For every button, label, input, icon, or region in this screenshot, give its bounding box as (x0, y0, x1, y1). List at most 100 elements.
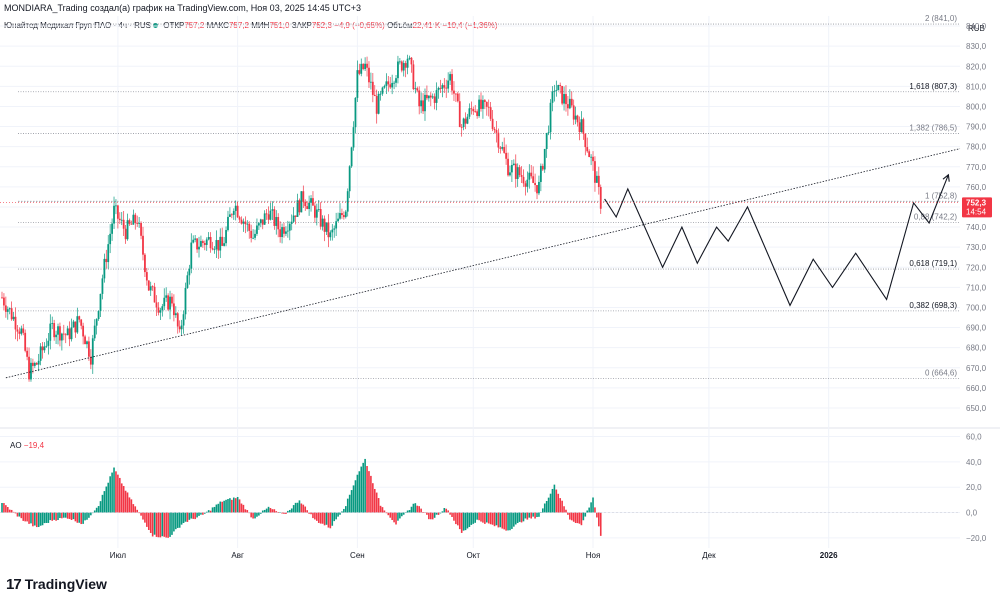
ao-bar (39, 512, 42, 526)
ao-bar (204, 512, 206, 514)
ao-bar (229, 498, 231, 513)
candle-body (182, 314, 185, 326)
tradingview-logo[interactable]: 17 TradingView (6, 576, 107, 593)
ao-bar (171, 512, 173, 535)
candle-body (165, 295, 168, 298)
candle-body (74, 321, 77, 333)
fib-level-label: 0,382 (698,3) (909, 301, 957, 310)
ao-bar (528, 512, 531, 518)
ao-bar (399, 512, 401, 519)
candle-body (22, 328, 25, 333)
candle-body (346, 191, 349, 212)
candle-body (414, 88, 417, 90)
ao-bar (163, 512, 166, 537)
ao-bar (275, 511, 278, 513)
ao-bar (372, 483, 374, 513)
candle-body (335, 221, 338, 229)
ao-bar (302, 504, 305, 513)
price-tick-label: 710,0 (966, 283, 987, 292)
price-tick-label: 740,0 (966, 223, 987, 232)
candle-body (163, 297, 166, 307)
ao-bar (447, 510, 449, 513)
candle-body (294, 215, 297, 217)
candle-body (136, 223, 139, 224)
ao-bar (497, 512, 500, 528)
candle-body (538, 181, 540, 194)
symbol-name[interactable]: Юнайтед Медикал Груп ПАО · 4ч · RUS (4, 21, 151, 30)
ao-name[interactable]: AO (10, 441, 22, 450)
ao-bar (194, 512, 196, 520)
ao-bar (217, 503, 220, 513)
ao-bar (360, 466, 363, 513)
candle-body (35, 362, 38, 365)
candle-body (485, 101, 488, 107)
candle-body (62, 333, 65, 335)
ao-bar (20, 512, 23, 519)
ao-bar (157, 512, 160, 538)
ao-bar (410, 506, 413, 513)
candle-body (306, 206, 309, 209)
fib-level-label: 0 (664,6) (925, 369, 957, 378)
ao-bar (511, 512, 513, 529)
ao-bar (32, 512, 34, 527)
candle-body (568, 98, 571, 109)
candle-body (468, 108, 471, 117)
ao-bar (290, 508, 293, 513)
ao-bar (314, 512, 316, 520)
time-tick-label: 2026 (820, 551, 838, 560)
currency-label[interactable]: RUB (968, 24, 985, 33)
time-tick-label: Окт (467, 551, 481, 560)
candle-body (20, 328, 23, 334)
candle-body (348, 166, 351, 192)
ao-bar (484, 512, 486, 524)
ao-bar (551, 488, 554, 513)
candle-body (240, 219, 243, 224)
candle-body (333, 228, 336, 230)
candle-body (238, 217, 241, 220)
candle-body (116, 205, 119, 219)
candle-body (364, 63, 367, 70)
candle-body (331, 229, 334, 233)
ao-bar (269, 508, 272, 513)
ao-bar (70, 512, 73, 520)
ao-bar (339, 512, 341, 515)
candle-body (402, 63, 405, 71)
ao-bar (356, 474, 359, 513)
ao-tick-label: 20,0 (966, 483, 982, 492)
ao-bar (582, 512, 585, 521)
candle-body (70, 327, 73, 340)
ao-bar (288, 509, 291, 513)
price-tick-label: 680,0 (966, 344, 987, 353)
candle-body (18, 331, 21, 334)
candle-body (371, 81, 374, 95)
time-tick-label: Июл (110, 551, 127, 560)
candle-body (427, 95, 430, 99)
ao-bar (464, 512, 467, 531)
candle-body (418, 90, 421, 107)
ao-bar (534, 512, 536, 519)
candle-body (290, 221, 293, 224)
ao-bar (391, 512, 393, 520)
ao-bar (466, 512, 469, 529)
volume-change: −10,4 (−1,36%) (442, 21, 498, 30)
ao-bar (379, 505, 382, 513)
candle-body (437, 87, 440, 91)
candle-body (422, 100, 424, 112)
ao-bar (480, 512, 482, 522)
ao-bar (86, 512, 88, 520)
candle-body (319, 209, 322, 227)
candle-body (59, 326, 61, 341)
ao-bar (5, 505, 7, 513)
ao-bar (138, 512, 140, 514)
ao-bar (420, 508, 422, 513)
fib-level-label: 1,618 (807,3) (909, 82, 957, 91)
fib-level-label: 0,618 (719,1) (909, 259, 957, 268)
ao-bar (350, 490, 353, 513)
candle-body (217, 240, 220, 251)
ao-bar (1, 503, 3, 513)
ao-bar (178, 512, 181, 528)
candle-body (184, 287, 187, 315)
candle-body (397, 61, 399, 79)
ao-bar (161, 512, 164, 537)
